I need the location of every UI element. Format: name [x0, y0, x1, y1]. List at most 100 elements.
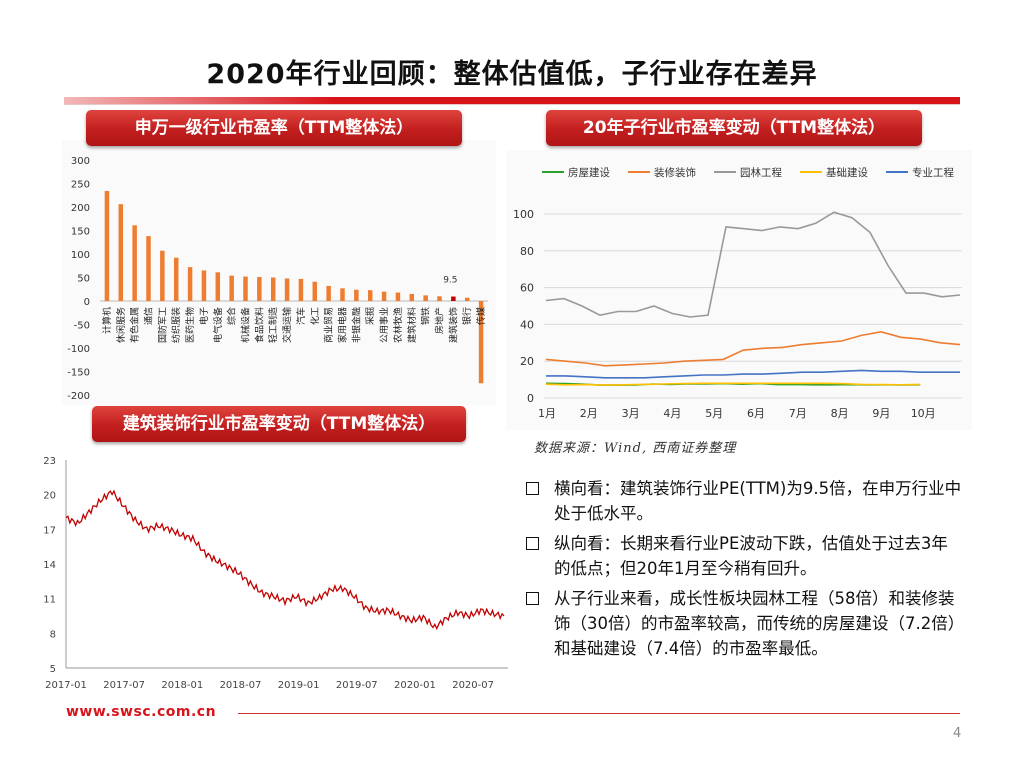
x-tick-label: 化工 — [309, 307, 321, 325]
bullet-text: 横向看：建筑装饰行业PE(TTM)为9.5倍，在申万行业中处于低水平。 — [554, 479, 962, 523]
title-underline-thin — [64, 104, 960, 105]
x-tick-label: 电气设备 — [212, 307, 224, 343]
industry-pe-label: 申万一级行业市盈率（TTM整体法） — [86, 110, 462, 146]
x-tick-label: 汽车 — [295, 307, 307, 325]
bar-家用电器 — [340, 288, 345, 301]
bullet-list: 横向看：建筑装饰行业PE(TTM)为9.5倍，在申万行业中处于低水平。 纵向看：… — [522, 476, 962, 666]
x-tick-label: 2017-07 — [103, 680, 145, 691]
x-tick-label: 公用事业 — [378, 307, 390, 343]
bar-采掘 — [367, 290, 373, 301]
x-tick-label: 3月 — [622, 407, 640, 420]
x-tick-label: 休闲服务 — [115, 307, 127, 343]
x-tick-label: 电子 — [198, 307, 210, 325]
x-tick-label: 计算机 — [101, 307, 113, 334]
bar-公用事业 — [381, 291, 387, 301]
bar-计算机 — [104, 191, 110, 301]
bar-钢铁 — [423, 295, 428, 301]
bar-国防军工 — [160, 250, 165, 301]
checkbox-icon — [526, 537, 539, 550]
x-tick-label: 2019-07 — [336, 680, 378, 691]
y-tick-label: -150 — [67, 368, 90, 379]
bar-机械设备 — [243, 276, 248, 301]
x-tick-label: 9月 — [872, 407, 890, 420]
construction-pe-label: 建筑装饰行业市盈率变动（TTM整体法） — [92, 406, 466, 442]
y-tick-label: 17 — [43, 525, 56, 536]
y-tick-label: -50 — [74, 321, 90, 332]
x-tick-label: 4月 — [663, 407, 681, 420]
x-tick-label: 2019-01 — [278, 680, 320, 691]
checkbox-icon — [526, 592, 539, 605]
footer-url[interactable]: www.swsc.com.cn — [66, 704, 217, 720]
construction-pe-line-chart: 23 20 17 14 11 8 5 2017-01 2017-07 2018-01 2018-07… — [43, 456, 508, 691]
data-source-note: 数据来源：Wind, 西南证券整理 — [534, 441, 737, 456]
bullet-item: 横向看：建筑装饰行业PE(TTM)为9.5倍，在申万行业中处于低水平。 — [522, 476, 962, 526]
x-tick-label: 建筑材料 — [406, 307, 418, 343]
bar-有色金属 — [132, 225, 137, 301]
y-tick-label: 23 — [43, 456, 56, 467]
x-tick-label: 房地产 — [434, 307, 446, 334]
sub-industry-line-chart: 0 20 40 60 80 100 1月 2月 3月 4月 5月 6月 7月 8月 9月 10月 房屋建设 装修装… — [513, 166, 962, 420]
x-tick-label: 10月 — [911, 407, 936, 420]
x-tick-label: 8月 — [831, 407, 849, 420]
x-tick-label: 食品饮料 — [253, 307, 265, 343]
series-line-基础建设 — [545, 382, 921, 386]
x-tick-label: 钢铁 — [420, 307, 432, 325]
x-tick-label: 2020-01 — [394, 680, 436, 691]
bullet-item: 从子行业来看，成长性板块园林工程（58倍）和装修装饰（30倍）的市盈率较高，而传… — [522, 586, 962, 661]
legend-label: 专业工程 — [912, 166, 954, 179]
x-tick-label: 2018-01 — [161, 680, 203, 691]
bar-房地产 — [437, 296, 442, 301]
x-tick-label: 传媒 — [475, 307, 487, 325]
y-tick-label: 5 — [50, 664, 56, 675]
y-tick-label: 0 — [527, 392, 534, 405]
x-tick-label: 采掘 — [364, 307, 376, 325]
bullet-item: 纵向看：长期来看行业PE波动下跌，估值处于过去3年的低点；但20年1月至今稍有回… — [522, 531, 962, 581]
x-tick-label: 商业贸易 — [323, 307, 335, 343]
y-tick-label: 8 — [50, 629, 56, 640]
legend-label: 装修装饰 — [654, 166, 696, 179]
bar-综合 — [229, 275, 234, 301]
highlight-data-label: 9.5 — [443, 276, 457, 286]
y-tick-label: 300 — [71, 156, 90, 167]
y-tick-label: 14 — [43, 560, 56, 571]
y-tick-label: 100 — [71, 250, 90, 261]
x-tick-label: 2017-01 — [45, 680, 87, 691]
bar-轻工制造 — [270, 277, 276, 301]
checkbox-icon — [526, 482, 539, 495]
bar-休闲服务 — [118, 204, 124, 301]
x-tick-label: 2020-07 — [452, 680, 494, 691]
bar-电子 — [201, 270, 207, 301]
x-tick-label: 7月 — [789, 407, 807, 420]
x-tick-label: 2018-07 — [220, 680, 262, 691]
y-tick-label: 50 — [77, 274, 90, 285]
x-tick-label: 2月 — [580, 407, 598, 420]
y-tick-label: 11 — [43, 595, 56, 606]
bar-商业贸易 — [326, 285, 331, 301]
x-tick-label: 5月 — [705, 407, 723, 420]
bar-纺织服装 — [173, 257, 179, 301]
bar-化工 — [312, 281, 318, 301]
bar-非银金融 — [354, 289, 359, 301]
y-tick-label: -200 — [67, 391, 90, 402]
y-tick-label: 40 — [520, 318, 534, 331]
x-tick-label: 综合 — [226, 307, 238, 325]
series-line-专业工程 — [546, 369, 960, 379]
x-tick-label: 医药生物 — [184, 307, 196, 343]
x-tick-label: 通信 — [143, 307, 155, 325]
legend-label: 园林工程 — [740, 166, 782, 179]
series-line-园林工程 — [545, 211, 961, 318]
x-tick-label: 农林牧渔 — [392, 307, 404, 343]
series-line-装修装饰 — [545, 330, 961, 367]
bar-农林牧渔 — [395, 292, 401, 301]
x-tick-label: 纺织服装 — [170, 307, 182, 343]
x-tick-label: 建筑装饰 — [447, 307, 459, 343]
bar-食品饮料 — [257, 277, 262, 301]
bar-建筑材料 — [409, 293, 415, 301]
title-underline-bar — [64, 97, 960, 105]
bar-银行 — [464, 297, 470, 301]
x-tick-label: 非银金融 — [350, 307, 362, 343]
bar-汽车 — [298, 278, 304, 301]
y-tick-label: 100 — [513, 208, 534, 221]
x-tick-label: 轻工制造 — [267, 307, 279, 343]
footer-divider — [238, 713, 960, 714]
